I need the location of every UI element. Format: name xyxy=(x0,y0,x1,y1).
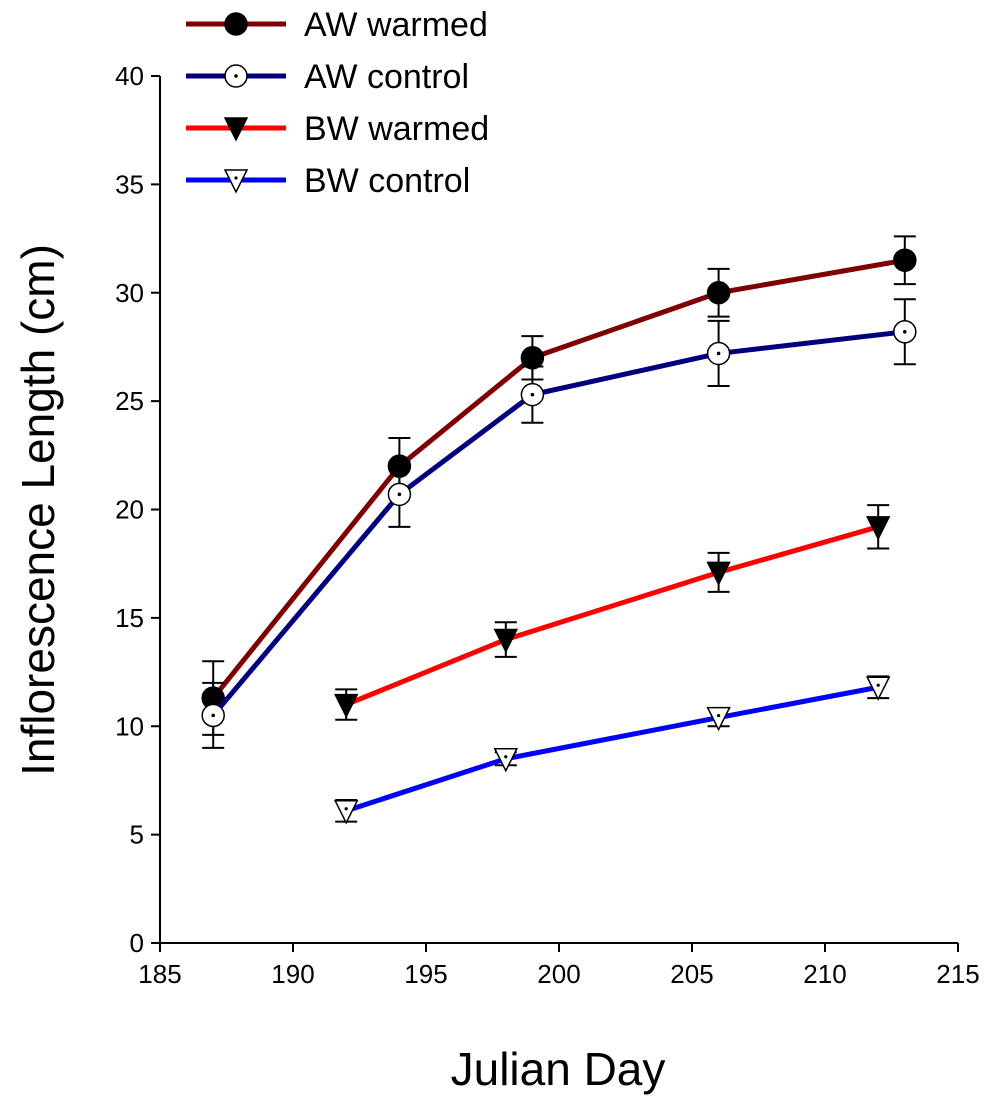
x-tick-label: 185 xyxy=(138,959,181,989)
series-layer xyxy=(201,235,917,825)
data-point-dot xyxy=(876,683,880,687)
data-point-dot xyxy=(397,492,402,497)
y-tick-label: 15 xyxy=(115,603,144,633)
x-tick-label: 210 xyxy=(803,959,846,989)
data-point xyxy=(706,281,731,305)
data-point xyxy=(333,800,359,825)
data-point-dot xyxy=(344,807,348,811)
legend-marker xyxy=(224,12,248,36)
data-point-dot xyxy=(717,713,721,718)
data-point xyxy=(865,676,891,701)
legend-label: AW control xyxy=(304,58,469,96)
legend-item: AW warmed xyxy=(186,6,488,44)
y-tick-label: 25 xyxy=(115,386,144,416)
series-line xyxy=(211,329,906,718)
data-point xyxy=(493,628,519,654)
data-point-dot xyxy=(211,713,215,718)
y-axis-title: Inflorescence Length (cm) xyxy=(12,244,64,776)
series-3 xyxy=(333,504,891,721)
data-point xyxy=(893,248,917,272)
data-point xyxy=(706,706,731,732)
data-point-dot xyxy=(504,755,508,759)
y-tick-label: 5 xyxy=(130,820,144,850)
legend-item: AW control xyxy=(186,58,469,96)
data-point xyxy=(706,561,731,587)
series-line xyxy=(211,257,906,700)
legend-marker-dot xyxy=(234,74,238,78)
series-2 xyxy=(201,298,917,749)
x-tick-label: 205 xyxy=(670,959,713,989)
y-tick-label: 0 xyxy=(130,928,144,958)
y-tick-label: 35 xyxy=(115,169,144,199)
data-point xyxy=(333,693,359,719)
y-tick-label: 40 xyxy=(115,61,144,91)
legend-item: BW warmed xyxy=(186,110,489,148)
legend-marker xyxy=(223,169,249,194)
y-tick-label: 30 xyxy=(115,278,144,308)
series-4 xyxy=(333,675,891,825)
data-point xyxy=(493,748,519,773)
legend-label: BW control xyxy=(304,162,470,200)
series-1 xyxy=(201,235,917,736)
x-tick-label: 215 xyxy=(936,959,979,989)
data-point-dot xyxy=(903,329,907,334)
legend-marker xyxy=(223,117,249,142)
data-point-dot xyxy=(530,392,535,397)
data-point-dot xyxy=(716,351,721,356)
legend-label: BW warmed xyxy=(304,110,489,148)
data-point xyxy=(865,516,891,541)
legend-marker-dot xyxy=(234,176,238,180)
axes: 185 190 195 200 205 210 215 0 5 10 15 20 25 30 35 40 xyxy=(115,61,980,989)
legend-label: AW warmed xyxy=(304,6,488,44)
legend-item: BW control xyxy=(186,162,470,200)
y-tick-label: 20 xyxy=(115,495,144,525)
x-tick-label: 190 xyxy=(271,959,314,989)
legend: AW warmed AW control BW warmed BW control xyxy=(186,6,489,200)
series-line xyxy=(345,524,879,707)
x-axis-title: Julian Day xyxy=(451,1043,666,1095)
x-tick-label: 200 xyxy=(537,959,580,989)
x-tick-label: 195 xyxy=(404,959,447,989)
series-line xyxy=(345,684,879,814)
y-tick-label: 10 xyxy=(115,711,144,741)
